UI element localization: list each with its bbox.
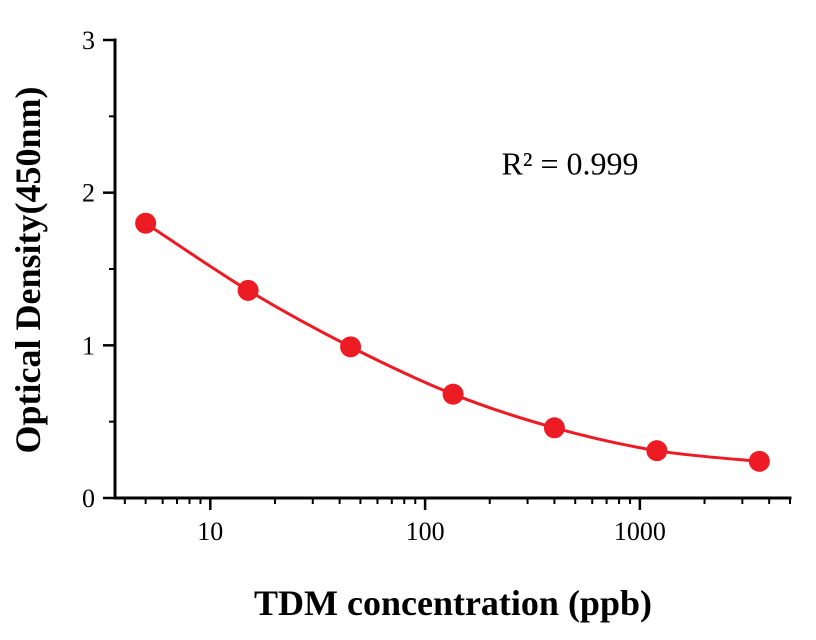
data-point-marker: [442, 383, 464, 405]
data-point-marker: [340, 336, 362, 358]
y-axis-tick-label: 2: [82, 179, 95, 208]
data-point-marker: [237, 279, 259, 301]
data-point-marker: [543, 417, 565, 439]
data-point-marker: [748, 450, 770, 472]
x-axis-title: TDM concentration (ppb): [254, 583, 652, 623]
y-axis-tick-label: 0: [82, 484, 95, 513]
x-axis-tick-label: 1000: [614, 517, 666, 546]
fit-curve: [144, 221, 760, 463]
data-point-marker: [135, 212, 157, 234]
y-axis-tick-label: 1: [82, 331, 95, 360]
x-axis-tick-label: 100: [406, 517, 445, 546]
r-squared-annotation: R² = 0.999: [501, 145, 639, 182]
y-axis-tick-label: 3: [82, 26, 95, 55]
data-point-marker: [646, 440, 668, 462]
x-axis-tick-label: 10: [197, 517, 223, 546]
y-axis-title: Optical Density(450nm): [8, 86, 48, 454]
